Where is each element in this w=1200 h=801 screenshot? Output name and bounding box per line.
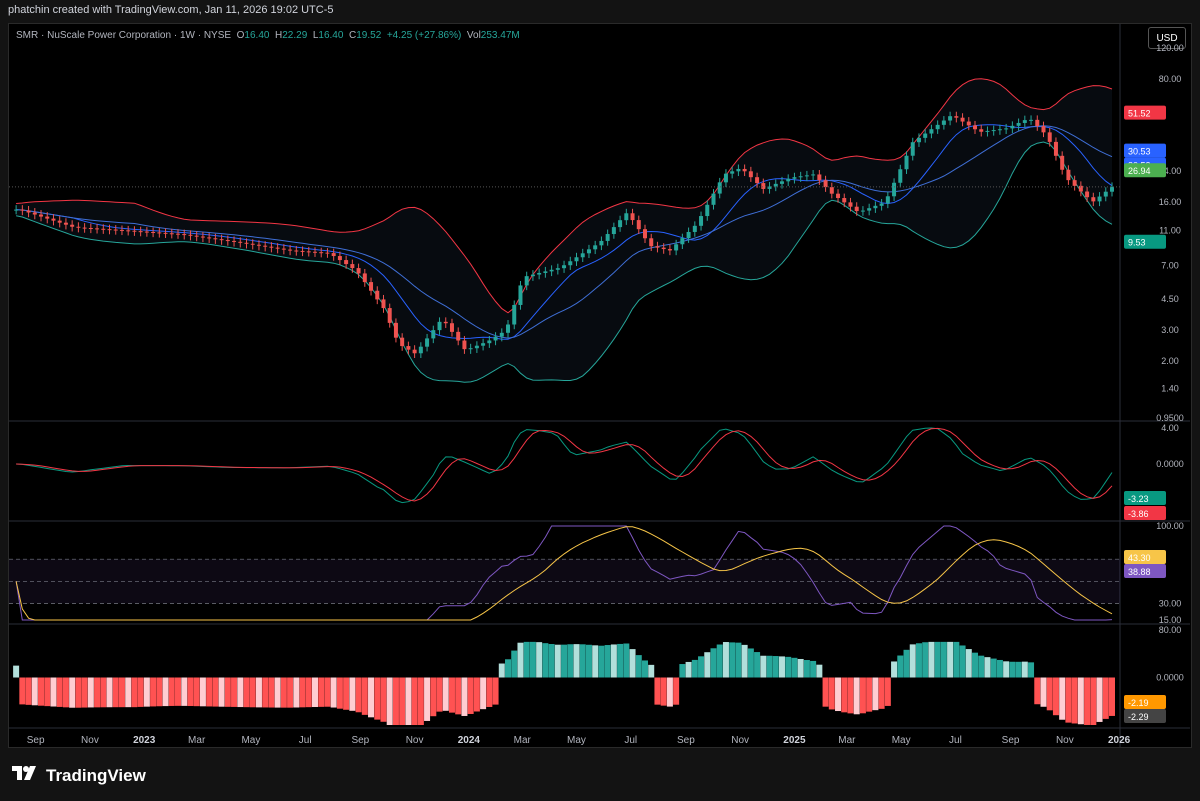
tradingview-brand: TradingView xyxy=(12,765,146,786)
currency-button[interactable]: USD xyxy=(1148,27,1186,49)
chart-legend: SMR · NuScale Power Corporation · 1W · N… xyxy=(16,30,520,41)
brand-name: TradingView xyxy=(46,765,146,785)
page-title: phatchin created with TradingView.com, J… xyxy=(8,4,334,16)
legend-change: +4.25 (+27.86%) xyxy=(386,30,462,41)
legend-low-label: L xyxy=(312,30,319,41)
tradingview-logo-icon xyxy=(12,765,40,786)
legend-high-label: H xyxy=(275,30,283,41)
legend-open: 16.40 xyxy=(244,30,270,41)
legend-open-label: O xyxy=(236,30,245,41)
legend-vol-label: Vol xyxy=(466,30,481,41)
legend-close-label: C xyxy=(349,30,357,41)
legend-vol: 253.47M xyxy=(480,30,520,41)
chart-frame xyxy=(8,23,1192,748)
legend-high: 22.29 xyxy=(282,30,308,41)
legend-symbol: SMR · NuScale Power Corporation · 1W · N… xyxy=(16,30,232,41)
legend-low: 16.40 xyxy=(318,30,344,41)
legend-close: 19.52 xyxy=(356,30,382,41)
